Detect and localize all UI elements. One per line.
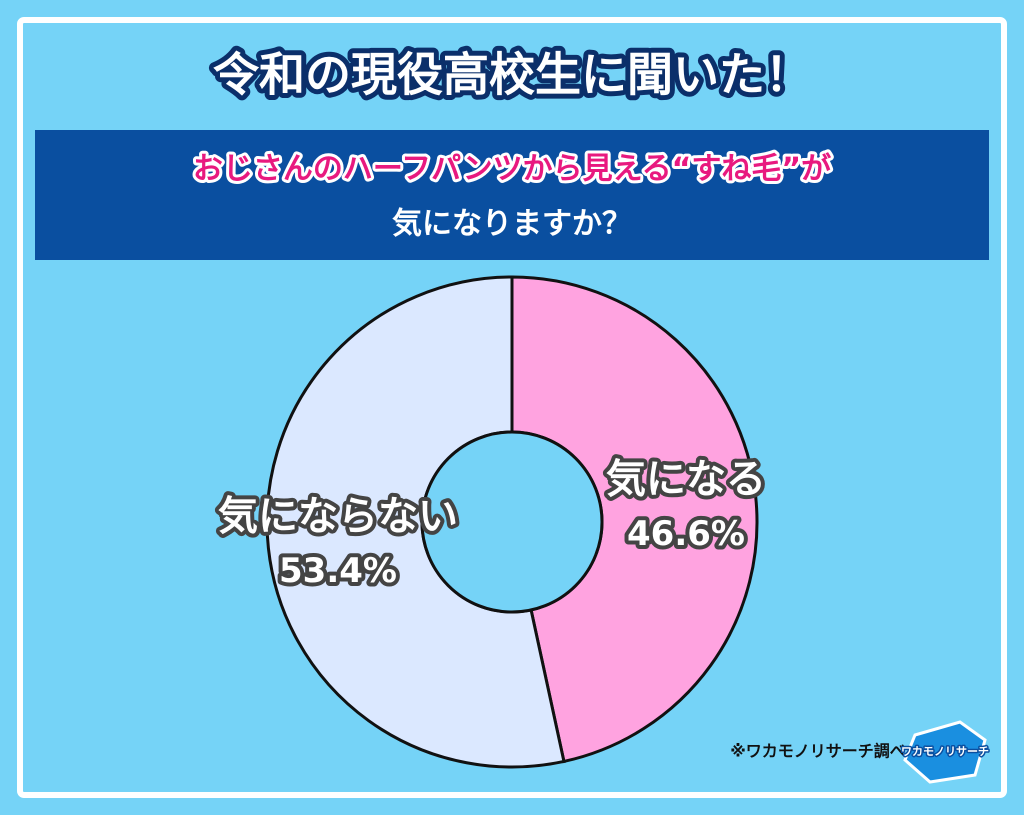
question-banner (35, 130, 989, 260)
frame (17, 17, 1007, 798)
slice-label: 気にならない (218, 494, 458, 540)
logo-badge (903, 720, 987, 784)
slice-label: 気になる (606, 456, 766, 502)
value-label: 46.6% (627, 514, 745, 554)
labels: 気になる 46.6% 気にならない 53.4% (214, 452, 770, 595)
logo-text: ワカモノリサーチ (901, 745, 989, 758)
donut-hole (420, 430, 604, 614)
donut (265, 275, 759, 769)
source-note: ※ワカモノリサーチ調べ (730, 742, 906, 761)
value-label: 53.4% (279, 551, 397, 591)
subtitle: 気になりますか？ (392, 207, 632, 242)
subtitle: おじさんのハーフパンツから見える“すね毛”が (193, 152, 831, 187)
chart-title: 令和の現役高校生に聞いた！ (213, 48, 811, 102)
